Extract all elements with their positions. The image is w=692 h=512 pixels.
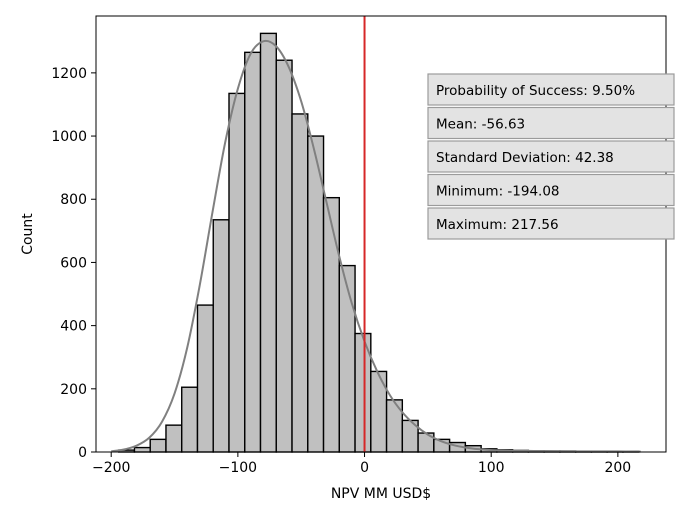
x-axis-ticks: −200 −100 0 100 200 [92,452,631,476]
x-tick-label: 100 [478,460,505,476]
stat-text: Probability of Success: 9.50% [436,83,635,99]
y-tick-label: 1000 [51,129,87,145]
histogram-bar-8 [244,51,262,453]
y-tick-label: 0 [78,445,87,461]
y-tick-label: 200 [60,382,87,398]
y-axis-label: Count [20,213,36,255]
histogram-bar-17 [385,399,404,453]
y-tick-label: 600 [60,255,87,271]
x-tick-label: −200 [92,460,130,476]
stats-annotations: Probability of Success: 9.50% Mean: -56.6… [427,73,675,240]
histogram-bar-5 [196,304,214,453]
histogram-bar-1 [133,446,151,453]
x-tick-label: −100 [219,460,257,476]
stat-text: Minimum: -194.08 [436,184,560,200]
histogram-bar-2 [149,438,167,453]
histogram-bar-6 [212,219,230,453]
histogram-bar-14 [338,264,356,453]
histogram-bar-4 [181,386,199,453]
histogram-bar-7 [228,92,246,453]
histogram-bar-9 [259,32,277,453]
stat-box [427,106,675,140]
histogram-bar-3 [165,424,183,453]
y-tick-label: 1200 [51,66,87,82]
histogram-bar-11 [291,113,309,453]
x-axis-label: NPV MM USD$ [331,486,431,502]
histogram-bar-10 [275,59,293,453]
x-tick-label: 200 [604,460,631,476]
y-axis-ticks: 0 200 400 600 800 1000 1200 [51,66,96,461]
y-tick-label: 800 [60,192,87,208]
stat-text: Mean: -56.63 [436,117,525,133]
stat-box [427,207,675,240]
stat-text: Standard Deviation: 42.38 [436,150,614,166]
stat-box [427,140,675,173]
histogram-bar-13 [322,196,341,453]
stat-box [427,73,675,106]
x-tick-label: 0 [360,460,369,476]
bars-layer [117,32,640,453]
kde-curve [111,39,641,453]
stat-text: Maximum: 217.56 [436,217,559,233]
stat-box [427,173,675,207]
y-tick-label: 400 [60,319,87,335]
